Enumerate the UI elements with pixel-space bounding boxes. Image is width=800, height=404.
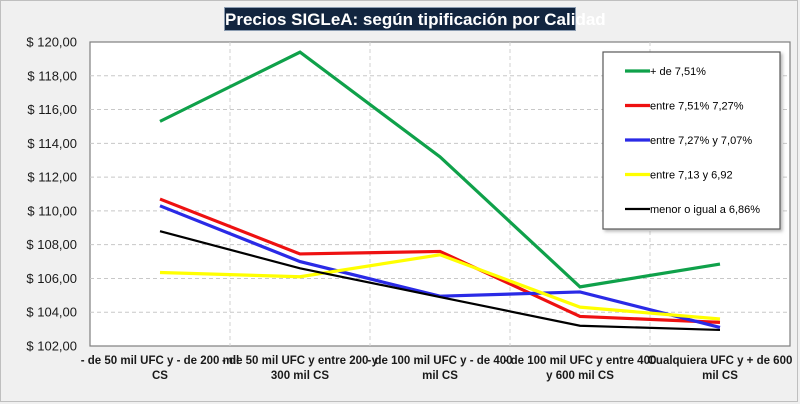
y-tick-label: $ 114,00 [27,136,77,151]
x-axis-ticks: - de 50 mil UFC y - de 200 mil CS - de 50 … [81,355,793,382]
x-tick-label: - de 50 mil UFC y entre 200 y [222,355,379,367]
legend: + de 7,51% entre 7,51% 7,27% entre 7,27% y… [602,51,781,230]
x-tick-label: y 600 mil CS [546,370,614,382]
y-tick-label: $ 108,00 [26,237,77,252]
legend-label: menor o igual a 6,86% [650,204,760,216]
x-tick-label: - de 100 mil UFC y entre 400 [504,355,657,367]
x-tick-label: - de 50 mil UFC y - de 200 mil [81,355,240,367]
x-tick-label: Cualquiera UFC y + de 600 [648,355,793,367]
x-tick-label: 300 mil CS [271,370,329,382]
series-lines [159,50,721,332]
series-line [159,50,721,289]
x-tick-label: mil CS [422,370,458,382]
x-tick-label: - de 100 mil UFC y - de 400 [367,355,512,367]
series-line [159,197,721,324]
x-tick-label: mil CS [702,370,738,382]
y-tick-label: $ 102,00 [26,339,77,354]
chart-title: Precios SIGLeA: según tipificación por C… [224,7,606,31]
legend-label: entre 7,27% y 7,07% [650,135,752,147]
y-axis-ticks: $ 120,00 $ 118,00 $ 116,00 $ 114,00 $ 112,00… [26,35,77,354]
y-tick-label: $ 118,00 [27,68,77,83]
y-tick-label: $ 110,00 [27,203,77,218]
legend-label: entre 7,51% 7,27% [650,101,744,113]
legend-label: + de 7,51% [650,66,706,78]
series-line [159,253,721,321]
legend-label: entre 7,13 y 6,92 [650,170,733,182]
y-tick-label: $ 112,00 [27,170,77,185]
x-tick-label: CS [152,370,168,382]
y-tick-label: $ 104,00 [26,305,77,320]
y-tick-label: $ 116,00 [27,102,77,117]
series-line [159,230,721,332]
y-tick-label: $ 120,00 [26,35,77,50]
y-tick-label: $ 106,00 [26,271,77,286]
